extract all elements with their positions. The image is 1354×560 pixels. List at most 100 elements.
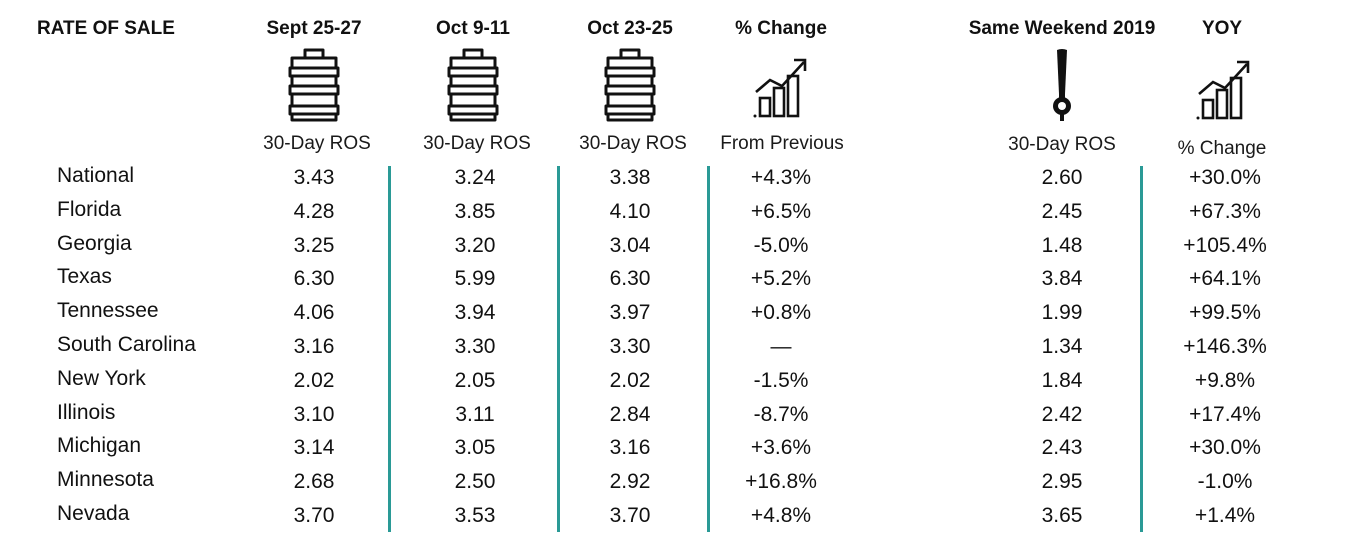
row-label: Georgia [57, 231, 132, 255]
row-label: Florida [57, 197, 122, 221]
table-cell: 3.11 [455, 402, 495, 426]
table-cell: 2.43 [1041, 436, 1083, 460]
table-cell: 3.53 [454, 504, 496, 527]
table-cell: 3.25 [293, 233, 335, 257]
table-cell: 2.95 [1041, 470, 1083, 494]
table-cell: -1.0% [1197, 470, 1253, 494]
table-cell: +67.3% [1189, 199, 1261, 223]
table-cell: +99.5% [1189, 301, 1261, 325]
table-cell: 1.34 [1041, 335, 1083, 358]
corner-label: RATE OF SALE [37, 18, 175, 39]
row-label: Texas [57, 265, 112, 289]
growth-chart-icon [753, 58, 807, 118]
table-cell: +146.3% [1183, 335, 1267, 358]
table-cell: 1.84 [1041, 368, 1083, 392]
table-cell: -5.0% [753, 233, 809, 257]
row-label: New York [57, 366, 146, 390]
table-cell: 2.05 [454, 368, 496, 392]
table-cell: +5.2% [750, 267, 812, 291]
table-cell: +6.5% [750, 199, 812, 223]
table-cell: — [770, 335, 792, 358]
table-cell: 3.70 [609, 504, 651, 527]
keg-icon [604, 48, 656, 122]
table-cell: 2.02 [609, 368, 651, 392]
column-header-3: Oct 23-25 [587, 18, 673, 39]
table-cell: 2.92 [609, 470, 651, 494]
row-label: Tennessee [57, 299, 159, 323]
table-cell: 2.84 [609, 402, 651, 426]
keg-icon [288, 48, 340, 122]
beer-tap-icon [1053, 49, 1071, 121]
table-row: Illinois 3.10 3.11 2.84 -8.7% 2.42 +17.4% [0, 401, 1354, 437]
growth-chart-icon [1196, 60, 1250, 120]
column-subtitle-3: 30-Day ROS [579, 133, 687, 154]
table-cell: 3.65 [1041, 504, 1083, 527]
table-row: National 3.43 3.24 3.38 +4.3% 2.60 +30.0% [0, 164, 1354, 200]
table-cell: +9.8% [1194, 368, 1256, 392]
table-cell: +0.8% [750, 301, 812, 325]
column-divider [557, 166, 560, 532]
table-cell: 3.24 [454, 166, 496, 189]
table-row: South Carolina 3.16 3.30 3.30 — 1.34 +146.3% [0, 333, 1354, 369]
table-row: Georgia 3.25 3.20 3.04 -5.0% 1.48 +105.4% [0, 231, 1354, 268]
table-row: Michigan 3.14 3.05 3.16 +3.6% 2.43 +30.0% [0, 434, 1354, 470]
table-cell: 2.45 [1041, 199, 1083, 223]
table-cell: 3.30 [454, 335, 496, 358]
table-cell: +17.4% [1189, 402, 1261, 426]
table-row: Minnesota 2.68 2.50 2.92 +16.8% 2.95 -1.0% [0, 468, 1354, 504]
table-row: Tennessee 4.06 3.94 3.97 +0.8% 1.99 +99.5% [0, 299, 1354, 335]
table-cell: 4.06 [293, 301, 335, 325]
table-cell: 2.60 [1041, 166, 1083, 189]
table-cell: 1.99 [1041, 301, 1083, 325]
table-row: Nevada 3.70 3.53 3.70 +4.8% 3.65 +1.4% [0, 502, 1354, 538]
column-divider [1140, 166, 1143, 532]
column-header-6: YOY [1201, 18, 1243, 39]
table-cell: +16.8% [745, 470, 817, 494]
table-cell: 3.70 [293, 504, 335, 527]
table-cell: 2.50 [454, 470, 496, 494]
table-cell: 1.48 [1041, 233, 1083, 257]
row-label: Michigan [57, 434, 142, 458]
column-header-4: % Change [735, 18, 827, 39]
table-cell: +30.0% [1189, 166, 1261, 189]
table-cell: 3.30 [609, 335, 651, 358]
column-header-1: Sept 25-27 [266, 18, 362, 39]
table-cell: 2.42 [1041, 402, 1083, 426]
keg-icon [447, 48, 499, 122]
row-label: Minnesota [57, 468, 154, 492]
column-subtitle-4: From Previous [720, 133, 844, 154]
table-cell: 2.68 [293, 470, 335, 494]
table-cell: 3.43 [293, 166, 335, 189]
table-cell: 3.38 [609, 166, 651, 189]
table-row: Texas 6.30 5.99 6.30 +5.2% 3.84 +64.1% [0, 265, 1354, 301]
table-cell: 3.94 [454, 301, 496, 325]
table-cell: 2.02 [293, 368, 335, 392]
table-cell: 3.97 [609, 301, 651, 325]
table-cell: -1.5% [753, 368, 809, 392]
table-cell: 4.10 [609, 199, 651, 223]
table-cell: +64.1% [1189, 267, 1261, 291]
table-cell: 4.28 [293, 199, 335, 223]
column-divider [388, 166, 391, 532]
table-cell: -8.7% [753, 402, 809, 426]
column-subtitle-6: % Change [1177, 138, 1267, 159]
table-cell: +105.4% [1183, 233, 1267, 257]
column-header-5: Same Weekend 2019 [968, 18, 1156, 39]
table-row: Florida 4.28 3.85 4.10 +6.5% 2.45 +67.3% [0, 197, 1354, 234]
table-cell: 3.10 [293, 402, 335, 426]
table-cell: 3.84 [1041, 267, 1083, 291]
table-row: New York 2.02 2.05 2.02 -1.5% 1.84 +9.8% [0, 366, 1354, 403]
column-subtitle-1: 30-Day ROS [263, 133, 371, 154]
row-label: Nevada [57, 502, 130, 525]
table-cell: +30.0% [1189, 436, 1261, 460]
row-label: National [57, 164, 135, 187]
table-cell: 3.14 [293, 436, 335, 460]
column-divider [707, 166, 710, 532]
column-header-2: Oct 9-11 [436, 18, 510, 39]
table-cell: +1.4% [1194, 504, 1256, 527]
column-subtitle-2: 30-Day ROS [423, 133, 531, 154]
table-cell: 3.05 [454, 436, 496, 460]
row-label: South Carolina [57, 333, 196, 356]
table-cell: 3.16 [609, 436, 651, 460]
column-subtitle-5: 30-Day ROS [1008, 134, 1116, 155]
